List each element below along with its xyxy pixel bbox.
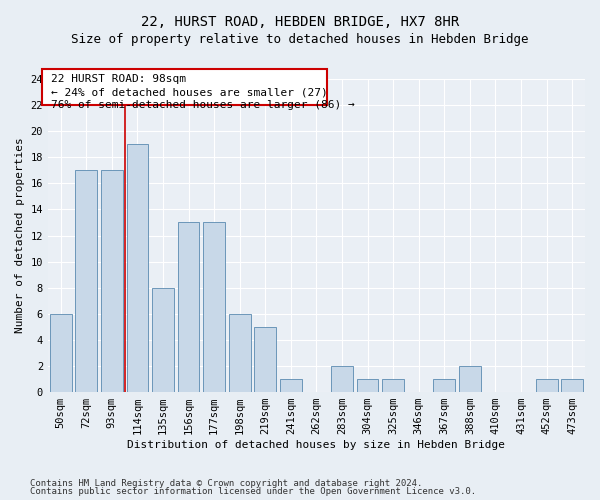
Bar <box>254 327 276 392</box>
Bar <box>229 314 251 392</box>
Bar <box>50 314 71 392</box>
Bar <box>101 170 123 392</box>
Bar <box>433 379 455 392</box>
Bar <box>152 288 174 392</box>
Bar <box>459 366 481 392</box>
Bar <box>562 379 583 392</box>
Text: Contains public sector information licensed under the Open Government Licence v3: Contains public sector information licen… <box>30 487 476 496</box>
Bar <box>127 144 148 392</box>
Bar <box>76 170 97 392</box>
Text: 22, HURST ROAD, HEBDEN BRIDGE, HX7 8HR: 22, HURST ROAD, HEBDEN BRIDGE, HX7 8HR <box>141 15 459 29</box>
Bar <box>357 379 379 392</box>
Bar <box>203 222 225 392</box>
Text: Size of property relative to detached houses in Hebden Bridge: Size of property relative to detached ho… <box>71 32 529 46</box>
Bar <box>280 379 302 392</box>
X-axis label: Distribution of detached houses by size in Hebden Bridge: Distribution of detached houses by size … <box>127 440 505 450</box>
Bar <box>331 366 353 392</box>
Bar <box>536 379 557 392</box>
Bar <box>178 222 199 392</box>
Text: Contains HM Land Registry data © Crown copyright and database right 2024.: Contains HM Land Registry data © Crown c… <box>30 478 422 488</box>
Text: 22 HURST ROAD: 98sqm
← 24% of detached houses are smaller (27)
76% of semi-detac: 22 HURST ROAD: 98sqm ← 24% of detached h… <box>51 74 355 110</box>
Bar <box>382 379 404 392</box>
Y-axis label: Number of detached properties: Number of detached properties <box>15 138 25 334</box>
